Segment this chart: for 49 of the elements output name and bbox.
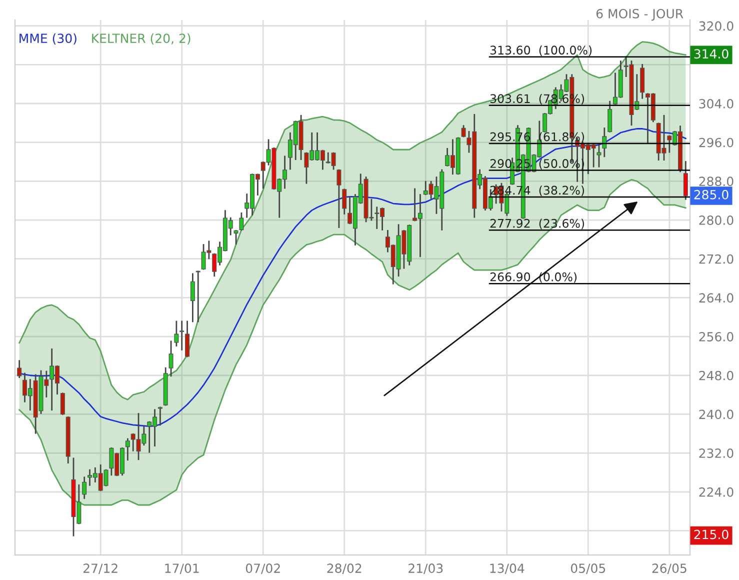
candlestick xyxy=(190,273,195,322)
x-tick-label: 05/05 xyxy=(570,564,606,574)
candlestick xyxy=(234,230,238,244)
y-tick-label: 280.0 xyxy=(699,215,734,225)
y-tick-label: 240.0 xyxy=(699,410,734,420)
annotation: 285.0 xyxy=(694,190,728,200)
candlestick xyxy=(342,188,347,214)
x-tick-label: 07/02 xyxy=(246,564,280,574)
candlestick xyxy=(461,125,466,138)
candlestick xyxy=(17,360,22,378)
x-tick-label: 28/02 xyxy=(327,564,362,574)
y-tick-label: 288.0 xyxy=(699,176,734,186)
candlestick xyxy=(180,320,184,350)
y-tick-label: 248.0 xyxy=(699,370,734,380)
x-tick-label: 21/03 xyxy=(408,564,443,574)
candlestick xyxy=(336,169,342,228)
x-tick-label: 26/05 xyxy=(652,564,686,574)
candlestick xyxy=(239,212,244,230)
line-series xyxy=(18,128,686,428)
y-tick-label: 264.0 xyxy=(699,293,734,303)
ref-line-label: 266.90 (0.0%) xyxy=(490,272,577,283)
candlestick xyxy=(185,320,190,358)
annotation: 215.0 xyxy=(694,530,728,540)
candlestick xyxy=(125,438,130,461)
annotation: 6 MOIS - JOUR xyxy=(596,8,684,21)
candlestick xyxy=(608,100,612,132)
y-tick-label: 296.0 xyxy=(699,138,734,148)
text: MME (30) xyxy=(20,33,76,45)
candlestick xyxy=(174,320,179,346)
candlestick xyxy=(82,476,87,499)
candlestick xyxy=(683,161,688,200)
x-tick-label: 17/01 xyxy=(165,564,199,574)
y-tick-label: 320.0 xyxy=(699,21,734,31)
x-tick-label: 27/12 xyxy=(84,564,118,574)
y-tick-label: 232.0 xyxy=(699,448,734,458)
candlestick xyxy=(168,340,174,377)
ref-line-label: 313.60 (100.0%) xyxy=(490,45,592,56)
candlestick xyxy=(596,144,602,168)
candlestick xyxy=(60,392,65,415)
annotation: 314.0 xyxy=(694,49,728,59)
candlestick xyxy=(158,406,162,426)
y-tick-label: 304.0 xyxy=(699,98,734,108)
y-tick-label: 272.0 xyxy=(699,254,734,264)
text: KELTNER (20, 2) xyxy=(92,33,190,45)
y-tick-label: 256.0 xyxy=(699,332,734,342)
x-tick-label: 13/04 xyxy=(490,564,524,574)
y-tick-label: 224.0 xyxy=(699,487,734,497)
candlestick xyxy=(196,270,200,322)
candlestick xyxy=(602,128,607,158)
